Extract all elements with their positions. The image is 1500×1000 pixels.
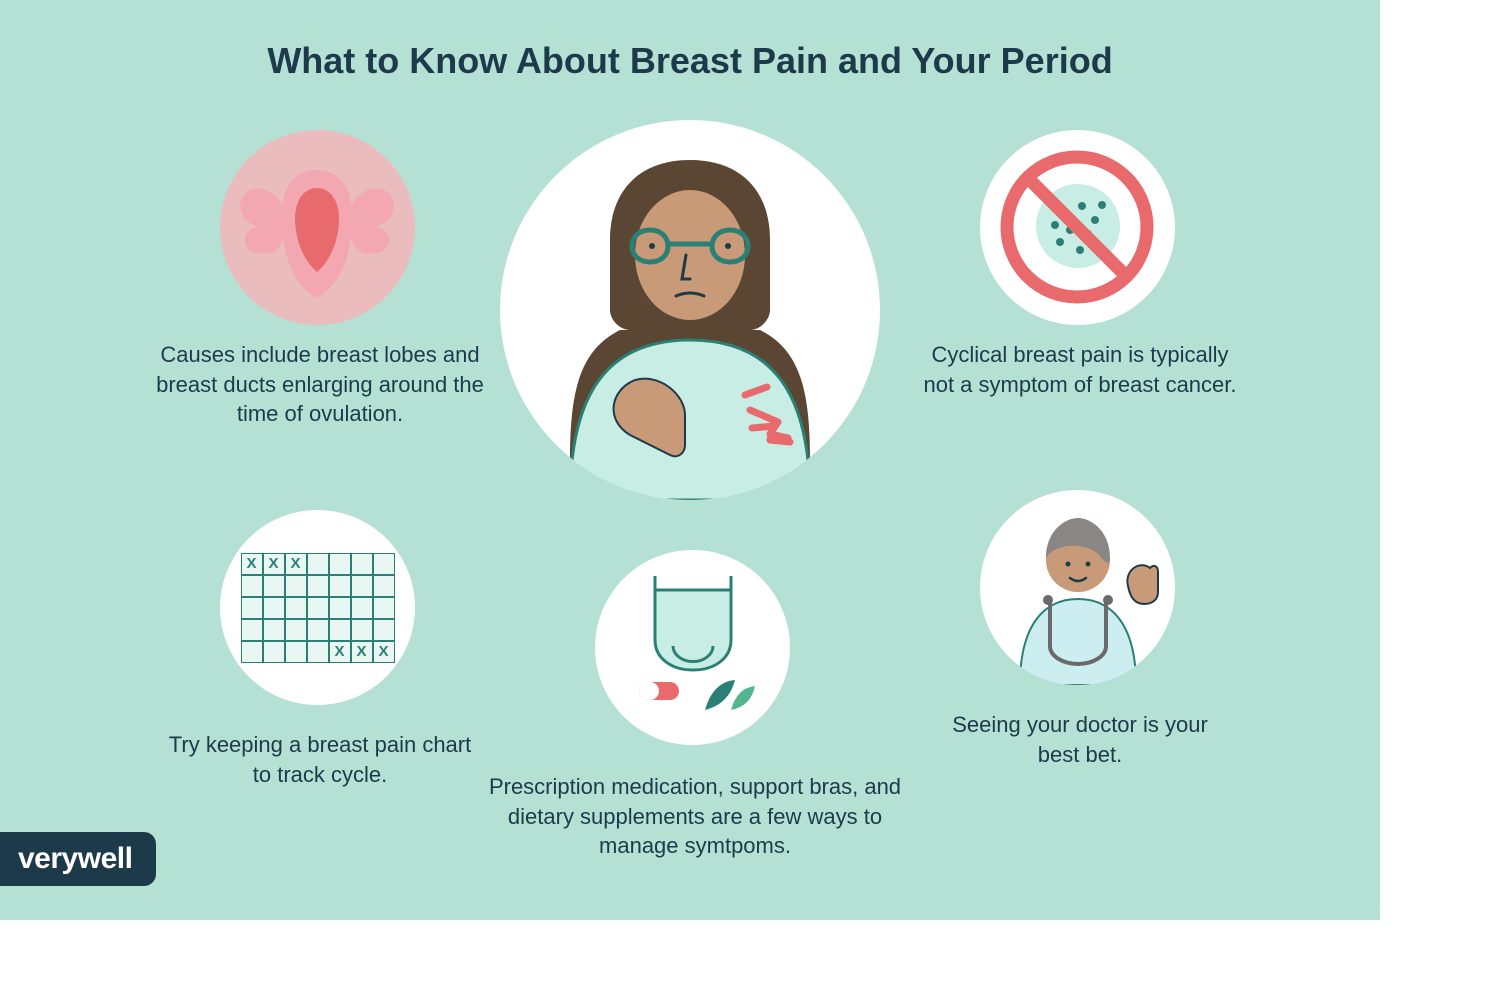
page-title: What to Know About Breast Pain and Your … [0, 40, 1380, 82]
item-circle-tl [220, 130, 415, 325]
infographic-canvas: What to Know About Breast Pain and Your … [0, 0, 1380, 920]
caption-br: Seeing your doctor is your best bet. [930, 710, 1230, 769]
person-discomfort-icon [500, 120, 880, 500]
caption-bl: Try keeping a breast pain chart to track… [160, 730, 480, 789]
brand-logo: verywell [0, 832, 156, 886]
bra-pill-leaf-icon [595, 550, 790, 745]
caption-bc: Prescription medication, support bras, a… [485, 772, 905, 861]
caption-tr: Cyclical breast pain is typically not a … [920, 340, 1240, 399]
caption-tl: Causes include breast lobes and breast d… [150, 340, 490, 429]
item-circle-tr [980, 130, 1175, 325]
calendar-icon: XXXXXX [241, 553, 395, 663]
item-circle-br [980, 490, 1175, 685]
item-circle-bl: XXXXXX [220, 510, 415, 705]
center-illustration [500, 120, 880, 500]
item-circle-bc [595, 550, 790, 745]
uterus-icon [220, 130, 415, 325]
no-cancer-icon [980, 130, 1175, 325]
doctor-icon [980, 490, 1175, 685]
